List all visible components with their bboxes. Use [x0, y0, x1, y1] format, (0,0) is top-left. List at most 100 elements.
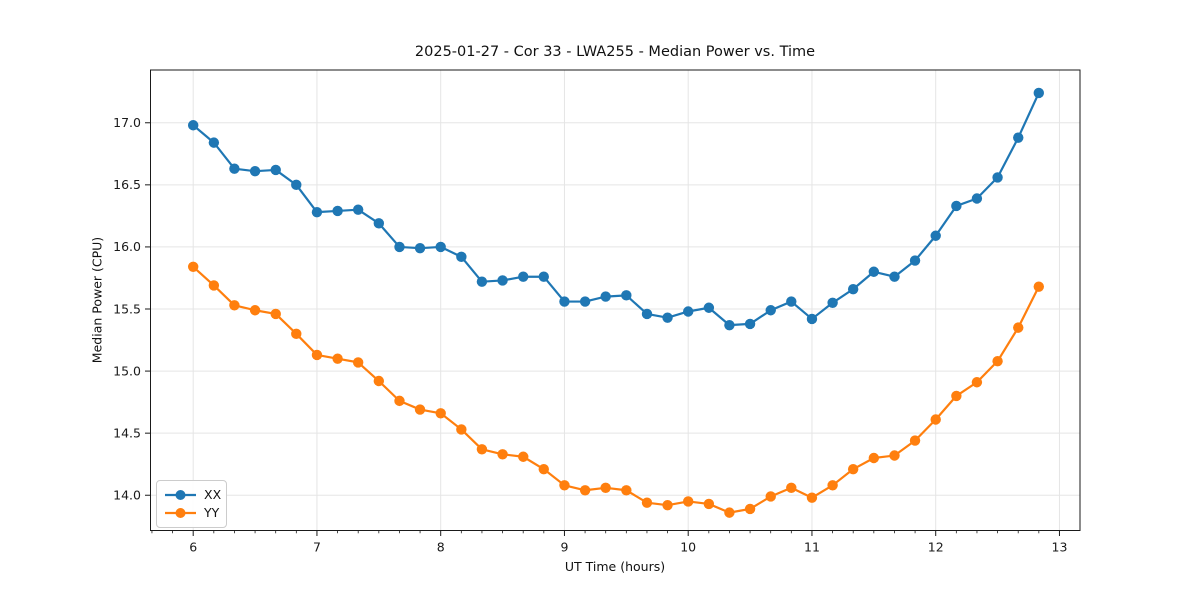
series-yy-marker	[291, 328, 302, 340]
series-yy-marker	[229, 300, 240, 311]
y-tick-label: 16.0	[113, 239, 141, 254]
series-yy-marker	[930, 414, 941, 425]
series-yy-marker	[662, 499, 673, 511]
series-xx-marker	[703, 302, 715, 313]
series-xx-marker	[992, 172, 1003, 183]
gridlines	[150, 70, 1080, 531]
series-xx-marker	[951, 200, 962, 212]
series-xx-marker	[847, 283, 859, 295]
series-yy-marker	[786, 482, 797, 493]
series-yy-line	[192, 265, 1040, 514]
series-yy-marker	[868, 452, 880, 464]
series-yy-marker	[352, 357, 364, 368]
y-tick-label: 17.0	[113, 115, 141, 130]
series-yy-marker	[456, 424, 467, 435]
series-yy-marker	[311, 349, 323, 361]
x-tick-label: 10	[680, 540, 696, 555]
series-xx-marker	[683, 306, 694, 317]
y-tick-label: 16.5	[113, 177, 141, 192]
series-xx-marker	[662, 312, 673, 323]
x-tick-label: 7	[313, 540, 321, 555]
series-xx-marker	[909, 255, 921, 266]
series-yy-marker	[621, 485, 632, 496]
series-yy-marker	[208, 280, 220, 291]
series-xx-marker	[456, 251, 467, 263]
series-yy-marker	[909, 435, 921, 446]
series-yy-marker	[724, 507, 735, 518]
series-yy-marker	[971, 377, 983, 388]
series-yy-marker	[600, 482, 611, 493]
series-xx-marker	[806, 313, 818, 325]
series-yy-marker	[394, 395, 405, 407]
series-xx-marker	[270, 164, 281, 176]
series-xx-marker	[744, 318, 756, 330]
series-yy-marker	[559, 480, 570, 491]
axes-box	[150, 69, 1081, 531]
series-yy-marker	[889, 450, 900, 461]
series-xx	[187, 87, 1044, 331]
series-xx-marker	[435, 241, 446, 253]
series-xx-marker	[889, 271, 900, 282]
series-xx-marker	[497, 275, 508, 286]
series-yy-marker	[435, 408, 446, 419]
series-yy-marker	[332, 353, 343, 364]
series-yy-marker	[1013, 322, 1024, 333]
series-xx-marker	[765, 305, 776, 316]
series-yy-marker	[744, 503, 756, 515]
y-tick-label: 15.5	[113, 301, 141, 316]
series-yy-marker	[703, 498, 715, 510]
series-xx-marker	[291, 179, 302, 191]
series-xx-marker	[373, 218, 385, 229]
axis-ticks	[145, 122, 1060, 536]
x-tick-label: 11	[804, 540, 820, 555]
x-tick-label: 13	[1052, 540, 1068, 555]
series-xx-marker	[641, 308, 653, 320]
series-xx-marker	[827, 297, 838, 308]
series-xx-marker	[930, 230, 941, 241]
series-xx-marker	[724, 319, 735, 331]
legend-item-yy: YY	[164, 504, 220, 522]
series-xx-marker	[971, 193, 983, 204]
series-yy-marker	[951, 390, 962, 402]
legend-marker-xx	[165, 490, 196, 500]
series-xx-marker	[332, 205, 343, 217]
series-yy-marker	[249, 305, 261, 316]
x-tick-label: 9	[560, 540, 568, 555]
series-yy-marker	[847, 463, 859, 475]
legend-label-xx: XX	[204, 486, 222, 502]
series-yy-marker	[1033, 281, 1044, 292]
x-tick-label: 8	[437, 540, 445, 555]
axis-tick-labels: 6 7 8 9 10 11 12 13 14.0 14.5 15.0 15.5 16.0 16.5 17.0	[113, 115, 1067, 554]
series-xx-marker	[1013, 132, 1024, 143]
series-xx-marker	[249, 165, 261, 177]
legend-label-yy: YY	[204, 504, 220, 520]
series-yy-marker	[765, 491, 776, 502]
series-yy-marker	[992, 355, 1003, 367]
series-yy-marker	[641, 497, 653, 508]
series-yy-marker	[683, 496, 694, 507]
series-xx-marker	[476, 276, 488, 287]
series-xx-marker	[414, 242, 426, 254]
series-xx-marker	[352, 204, 364, 215]
series-yy-marker	[827, 480, 838, 491]
series-xx-marker	[229, 163, 240, 174]
series-xx-marker	[868, 266, 880, 277]
series-xx-marker	[311, 206, 323, 218]
series-xx-marker	[518, 271, 529, 282]
series-yy-marker	[270, 308, 281, 320]
series-yy-marker	[538, 463, 549, 475]
legend-marker-yy	[165, 508, 196, 518]
series-xx-marker	[621, 290, 632, 301]
series-xx-marker	[559, 296, 570, 307]
y-tick-label: 14.5	[113, 425, 141, 440]
series-xx-marker	[1033, 87, 1044, 99]
x-tick-label: 12	[928, 540, 944, 555]
series-xx-marker	[538, 271, 549, 282]
series-xx-marker	[786, 296, 797, 307]
series-yy-marker	[579, 485, 591, 496]
series-yy-marker	[806, 492, 818, 503]
legend-item-xx: XX	[164, 486, 222, 504]
series-yy-marker	[518, 451, 529, 462]
